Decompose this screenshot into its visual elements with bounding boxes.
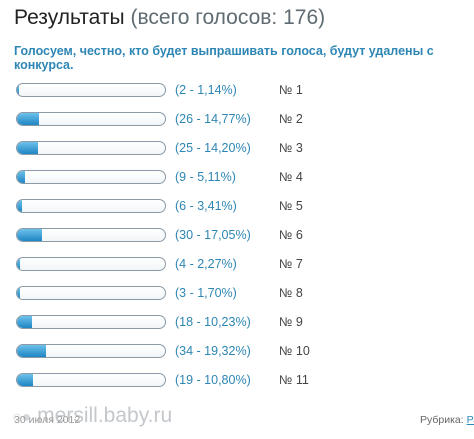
poll-progress-bar bbox=[16, 257, 166, 271]
poll-option-stat: (26 - 14,77%) bbox=[175, 112, 251, 126]
poll-option-label: № 10 bbox=[279, 344, 310, 358]
poll-progress-fill bbox=[17, 345, 46, 357]
poll-option-label: № 2 bbox=[279, 112, 303, 126]
poll-option-label: № 11 bbox=[279, 373, 309, 387]
poll-progress-bar bbox=[16, 112, 166, 126]
poll-option-row: (25 - 14,20%) № 3 bbox=[16, 141, 456, 170]
poll-option-stat: (18 - 10,23%) bbox=[175, 315, 251, 329]
post-footer: ○● mersill.baby.ru 30 июля 2012 Рубрика:… bbox=[0, 404, 474, 439]
poll-progress-bar bbox=[16, 228, 166, 242]
poll-option-row: (18 - 10,23%) № 9 bbox=[16, 315, 456, 344]
poll-option-row: (6 - 3,41%) № 5 bbox=[16, 199, 456, 228]
poll-progress-bar bbox=[16, 199, 166, 213]
total-votes: (всего голосов: 176) bbox=[130, 6, 326, 29]
poll-results-header: Результаты (всего голосов: 176) bbox=[14, 6, 325, 30]
poll-option-row: (4 - 2,27%) № 7 bbox=[16, 257, 456, 286]
watermark-text: mersill.baby.ru bbox=[37, 404, 173, 427]
poll-option-row: (9 - 5,11%) № 4 bbox=[16, 170, 456, 199]
poll-progress-bar bbox=[16, 344, 166, 358]
poll-progress-bar bbox=[16, 286, 166, 300]
poll-option-label: № 7 bbox=[279, 257, 303, 271]
poll-progress-fill bbox=[17, 258, 21, 270]
poll-option-stat: (6 - 3,41%) bbox=[175, 199, 237, 213]
poll-option-stat: (3 - 1,70%) bbox=[175, 286, 237, 300]
poll-options-list: (2 - 1,14%) № 1 (26 - 14,77%) № 2 (25 - 14,2… bbox=[16, 83, 456, 402]
poll-progress-fill bbox=[17, 316, 33, 328]
post-date: 30 июля 2012 bbox=[14, 414, 81, 426]
poll-progress-fill bbox=[17, 113, 39, 125]
poll-progress-bar bbox=[16, 141, 166, 155]
poll-question: Голосуем, честно, кто будет выпрашивать … bbox=[14, 44, 434, 72]
rubric: Рубрика: Ра bbox=[420, 414, 474, 426]
poll-option-stat: (34 - 19,32%) bbox=[175, 344, 251, 358]
poll-progress-fill bbox=[17, 142, 39, 154]
poll-progress-fill bbox=[17, 287, 20, 299]
poll-option-stat: (25 - 14,20%) bbox=[175, 141, 251, 155]
rubric-label: Рубрика: bbox=[420, 414, 464, 426]
poll-option-stat: (4 - 2,27%) bbox=[175, 257, 237, 271]
poll-option-row: (2 - 1,14%) № 1 bbox=[16, 83, 456, 112]
poll-option-label: № 1 bbox=[279, 83, 303, 97]
poll-progress-fill bbox=[17, 84, 19, 96]
watermark: ○● mersill.baby.ru bbox=[12, 404, 172, 428]
poll-option-stat: (2 - 1,14%) bbox=[175, 83, 237, 97]
poll-option-stat: (9 - 5,11%) bbox=[175, 170, 236, 184]
poll-option-stat: (30 - 17,05%) bbox=[175, 228, 251, 242]
poll-progress-bar bbox=[16, 170, 166, 184]
poll-progress-fill bbox=[17, 171, 25, 183]
poll-option-label: № 8 bbox=[279, 286, 303, 300]
poll-option-label: № 6 bbox=[279, 228, 303, 242]
poll-option-label: № 9 bbox=[279, 315, 303, 329]
poll-option-label: № 5 bbox=[279, 199, 303, 213]
poll-progress-bar bbox=[16, 315, 166, 329]
poll-option-stat: (19 - 10,80%) bbox=[175, 373, 251, 387]
poll-option-row: (34 - 19,32%) № 10 bbox=[16, 344, 456, 373]
poll-progress-bar bbox=[16, 83, 166, 97]
poll-option-row: (3 - 1,70%) № 8 bbox=[16, 286, 456, 315]
poll-progress-fill bbox=[17, 200, 23, 212]
watermark-logo-icon: ○● bbox=[12, 409, 32, 426]
poll-progress-fill bbox=[17, 229, 43, 241]
poll-progress-bar bbox=[16, 373, 166, 387]
poll-progress-fill bbox=[17, 374, 33, 386]
poll-option-label: № 4 bbox=[279, 170, 303, 184]
poll-option-row: (26 - 14,77%) № 2 bbox=[16, 112, 456, 141]
rubric-link[interactable]: Ра bbox=[466, 414, 474, 426]
results-title: Результаты bbox=[14, 6, 125, 29]
poll-option-row: (19 - 10,80%) № 11 bbox=[16, 373, 456, 402]
poll-option-label: № 3 bbox=[279, 141, 303, 155]
poll-option-row: (30 - 17,05%) № 6 bbox=[16, 228, 456, 257]
